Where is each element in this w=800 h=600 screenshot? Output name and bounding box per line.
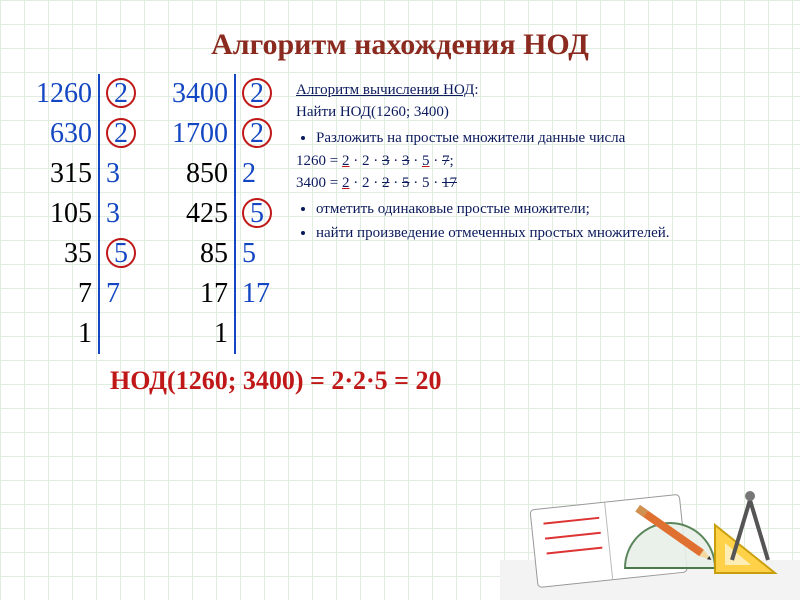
- factor-prime: 7: [99, 274, 142, 314]
- algo-bullet: Разложить на простые множители данные чи…: [316, 128, 770, 150]
- algo-heading: Алгоритм вычисления НОД:: [296, 80, 770, 102]
- desk-supplies-icon: [500, 450, 800, 600]
- factor-prime: 5: [235, 194, 278, 234]
- gcd-result: НОД(1260; 3400) = 2·2·5 = 20: [110, 366, 770, 396]
- factor-quotient: 35: [30, 234, 99, 274]
- algorithm-text: Алгоритм вычисления НОД: Найти НОД(1260;…: [296, 74, 770, 354]
- page-title: Алгоритм нахождения НОД: [30, 28, 770, 62]
- factor-prime: [235, 314, 278, 354]
- algo-bullets-2: отметить одинаковые простые множители; н…: [296, 199, 770, 245]
- factor-quotient: 425: [166, 194, 235, 234]
- factor-quotient: 850: [166, 154, 235, 194]
- factor-prime: 17: [235, 274, 278, 314]
- factorization-tables: 12602630231531053355771 3400217002850242…: [30, 74, 278, 354]
- factor-quotient: 315: [30, 154, 99, 194]
- factor-quotient: 1: [30, 314, 99, 354]
- factor-quotient: 630: [30, 114, 99, 154]
- algo-bullet: отметить одинаковые простые множители;: [316, 199, 770, 221]
- factor-quotient: 85: [166, 234, 235, 274]
- factor-prime: 2: [235, 154, 278, 194]
- decomposition-1260: 1260 = 2 · 2 · 3 · 3 · 5 · 7;: [296, 151, 770, 173]
- factor-prime: 5: [99, 234, 142, 274]
- factor-prime: 2: [235, 114, 278, 154]
- factor-quotient: 17: [166, 274, 235, 314]
- factor-prime: [99, 314, 142, 354]
- factor-quotient: 105: [30, 194, 99, 234]
- factor-prime: 3: [99, 194, 142, 234]
- factor-prime: 5: [235, 234, 278, 274]
- factor-quotient: 7: [30, 274, 99, 314]
- factor-quotient: 1260: [30, 74, 99, 114]
- columns: 12602630231531053355771 3400217002850242…: [30, 74, 770, 354]
- factor-quotient: 1: [166, 314, 235, 354]
- factor-prime: 2: [99, 74, 142, 114]
- algo-bullet: найти произведение отмеченных простых мн…: [316, 223, 770, 245]
- factor-prime: 2: [99, 114, 142, 154]
- factor-table-3400: 34002170028502425585517171: [166, 74, 278, 354]
- decomposition-3400: 3400 = 2 · 2 · 2 · 5 · 5 · 17: [296, 173, 770, 195]
- algo-task: Найти НОД(1260; 3400): [296, 102, 770, 124]
- factor-prime: 3: [99, 154, 142, 194]
- factor-table-1260: 12602630231531053355771: [30, 74, 142, 354]
- slide-content: Алгоритм нахождения НОД 1260263023153105…: [0, 0, 800, 396]
- factor-quotient: 3400: [166, 74, 235, 114]
- factor-prime: 2: [235, 74, 278, 114]
- algo-bullets: Разложить на простые множители данные чи…: [296, 128, 770, 150]
- factor-quotient: 1700: [166, 114, 235, 154]
